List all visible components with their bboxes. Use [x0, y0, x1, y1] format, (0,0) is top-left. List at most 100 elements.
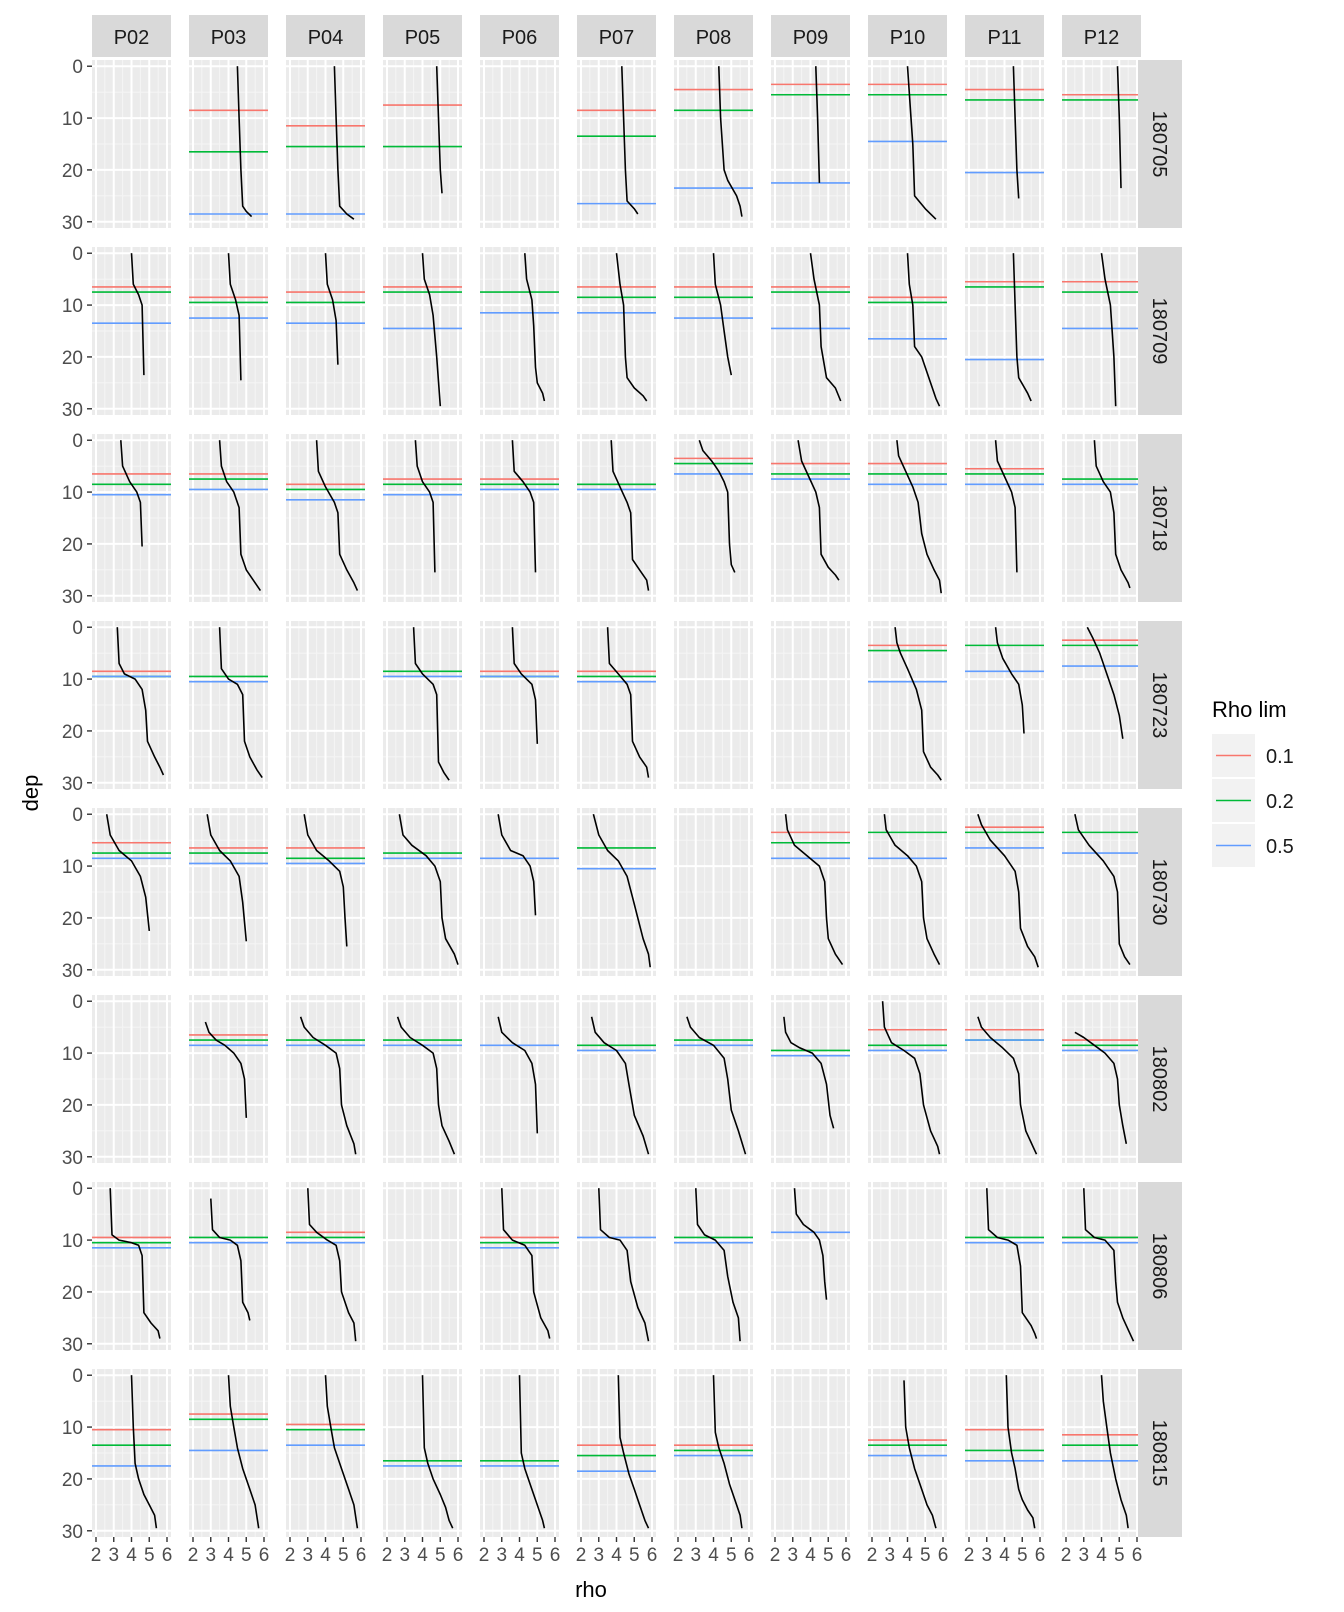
density-profile-line [524, 253, 546, 402]
y-tick-label: 30 [62, 1148, 83, 1169]
x-tick-label: 4 [902, 1545, 913, 1566]
panel [480, 621, 559, 789]
x-tick-label: 5 [435, 1545, 446, 1566]
y-tick-label: 10 [62, 1231, 83, 1252]
panel [189, 1182, 268, 1350]
panel [965, 621, 1044, 789]
row-strip-label: 180718 [1148, 485, 1170, 552]
panel [577, 247, 656, 415]
x-tick-label: 2 [91, 1545, 102, 1566]
panel [92, 1182, 171, 1350]
panel [577, 621, 656, 789]
panel [771, 434, 850, 602]
x-tick-label: 6 [938, 1545, 949, 1566]
row-strip [1138, 1182, 1182, 1350]
panel [286, 1369, 365, 1537]
x-tick-label: 2 [382, 1545, 393, 1566]
x-tick-label: 3 [399, 1545, 410, 1566]
density-profile-line [307, 1188, 357, 1342]
density-profile-line [1083, 1188, 1135, 1342]
column-strip [868, 15, 947, 57]
density-profile-line [815, 66, 821, 183]
panel [771, 995, 850, 1163]
panel [480, 247, 559, 415]
x-tick-label: 3 [690, 1545, 701, 1566]
panel [868, 434, 947, 602]
y-tick-label: 10 [62, 296, 83, 317]
row-strip-label: 180723 [1148, 672, 1170, 739]
panel [1062, 1182, 1141, 1350]
density-profile-line [324, 1375, 359, 1529]
panel [383, 247, 462, 415]
panel [189, 995, 268, 1163]
row-strip [1138, 621, 1182, 789]
x-tick-label: 2 [479, 1545, 490, 1566]
panel [383, 808, 462, 976]
density-profile-line [994, 627, 1025, 734]
y-tick-label: 0 [72, 805, 83, 826]
panel [674, 1369, 753, 1537]
y-tick-label: 10 [62, 857, 83, 878]
density-profile-line [414, 440, 436, 573]
x-tick-label: 5 [629, 1545, 640, 1566]
panel [92, 434, 171, 602]
y-tick-label: 30 [62, 400, 83, 421]
panel [286, 434, 365, 602]
density-profile-line [977, 813, 1039, 968]
density-profile-line [712, 253, 733, 376]
panel [286, 808, 365, 976]
x-tick-label: 4 [320, 1545, 331, 1566]
density-profile-line [227, 253, 242, 381]
panel [965, 995, 1044, 1163]
panel [286, 247, 365, 415]
y-tick-label: 20 [62, 535, 83, 556]
x-tick-label: 6 [841, 1545, 852, 1566]
y-axis-title: dep [18, 775, 43, 812]
density-profile-line [712, 1375, 743, 1529]
density-profile-line [1074, 814, 1131, 966]
panel [189, 621, 268, 789]
column-strip-label: P12 [1084, 27, 1120, 49]
panel [383, 621, 462, 789]
row-strip-label: 180709 [1148, 298, 1170, 365]
density-profile-line [797, 440, 840, 581]
x-tick-label: 5 [144, 1545, 155, 1566]
panel [1062, 995, 1141, 1163]
column-strip [1062, 15, 1141, 57]
column-strip-label: P02 [114, 27, 150, 49]
x-tick-label: 3 [787, 1545, 798, 1566]
panel [868, 995, 947, 1163]
density-profile-line [1100, 1375, 1129, 1529]
legend: Rho lim 0.1 0.2 0.5 [1212, 697, 1294, 867]
density-profile-line [615, 253, 648, 402]
column-strip-label: P05 [405, 27, 441, 49]
panel [965, 60, 1044, 228]
density-profile-line [906, 66, 937, 220]
density-profile-line [130, 253, 145, 376]
panel [383, 995, 462, 1163]
panel [92, 247, 171, 415]
density-profile-line [511, 440, 537, 573]
panel [1062, 434, 1141, 602]
x-tick-label: 3 [884, 1545, 895, 1566]
y-tick-label: 10 [62, 1418, 83, 1439]
x-tick-label: 3 [108, 1545, 119, 1566]
x-tick-label: 6 [356, 1545, 367, 1566]
row-strip [1138, 434, 1182, 602]
density-profile-line [610, 440, 650, 591]
panel [92, 621, 171, 789]
x-tick-label: 4 [126, 1545, 137, 1566]
x-tick-label: 6 [259, 1545, 270, 1566]
legend-title: Rho lim [1212, 697, 1287, 722]
panel [577, 808, 656, 976]
panel [771, 1182, 850, 1350]
density-profile-line [686, 1016, 747, 1155]
legend-key-label: 0.2 [1266, 791, 1294, 813]
density-profile-line [398, 814, 459, 965]
density-profile-line [592, 813, 651, 968]
panel [577, 995, 656, 1163]
row-strip [1138, 247, 1182, 415]
axes-layer: 0102030010203001020300102030010203001020… [62, 57, 1142, 1566]
column-strip [480, 15, 559, 57]
panel [965, 808, 1044, 976]
